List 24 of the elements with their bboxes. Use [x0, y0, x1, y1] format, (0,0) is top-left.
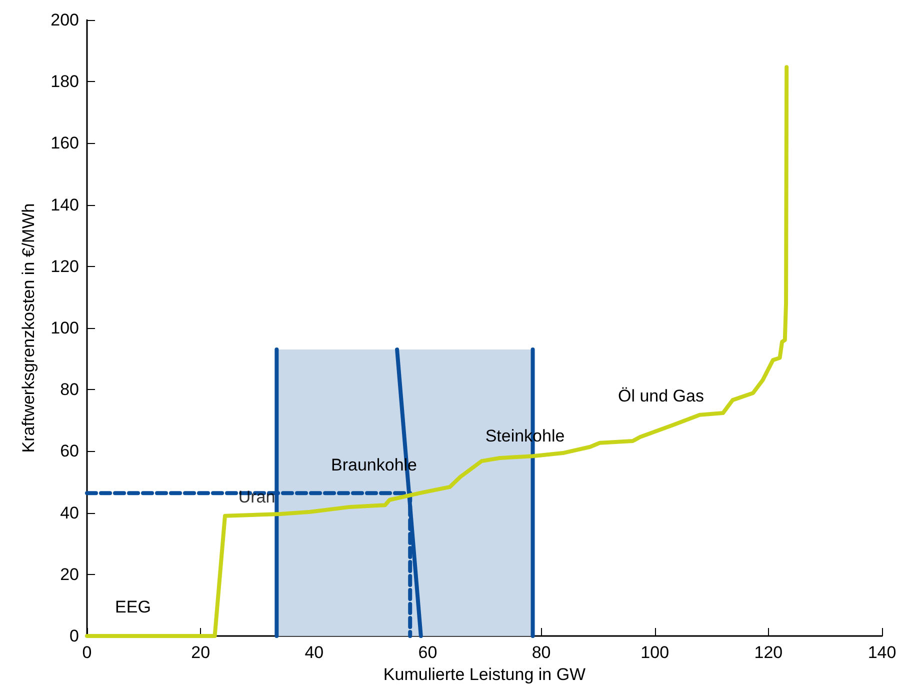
- x-tick-label: 20: [191, 643, 210, 662]
- y-tick-label: 80: [60, 380, 79, 400]
- x-tick-label: 0: [82, 643, 92, 662]
- y-tick-label: 160: [50, 134, 79, 153]
- y-tick-label: 0: [70, 626, 79, 646]
- x-tick-label: 140: [868, 643, 896, 662]
- y-tick-label: 20: [60, 564, 79, 584]
- x-tick-label: 40: [304, 643, 324, 662]
- x-tick-label: 60: [418, 643, 438, 662]
- x-tick-label: 120: [754, 643, 783, 662]
- y-tick-label: 200: [50, 10, 79, 30]
- x-axis-title: Kumulierte Leistung in GW: [383, 664, 586, 684]
- y-tick-label: 140: [50, 195, 79, 214]
- y-tick-label: 100: [50, 318, 79, 338]
- line-series: [85, 65, 789, 638]
- y-tick-label: 60: [60, 442, 79, 461]
- x-tick-label: 80: [532, 643, 551, 662]
- x-tick-label: 100: [640, 643, 670, 662]
- y-tick-label: 180: [50, 72, 79, 92]
- y-tick-label: 40: [60, 503, 79, 522]
- annotation: Öl und Gas: [618, 386, 704, 406]
- y-axis-title: Kraftwerksgrenzkosten in €/MWh: [19, 203, 38, 453]
- y-tick-label: 120: [50, 256, 79, 276]
- annotation: EEG: [115, 598, 151, 616]
